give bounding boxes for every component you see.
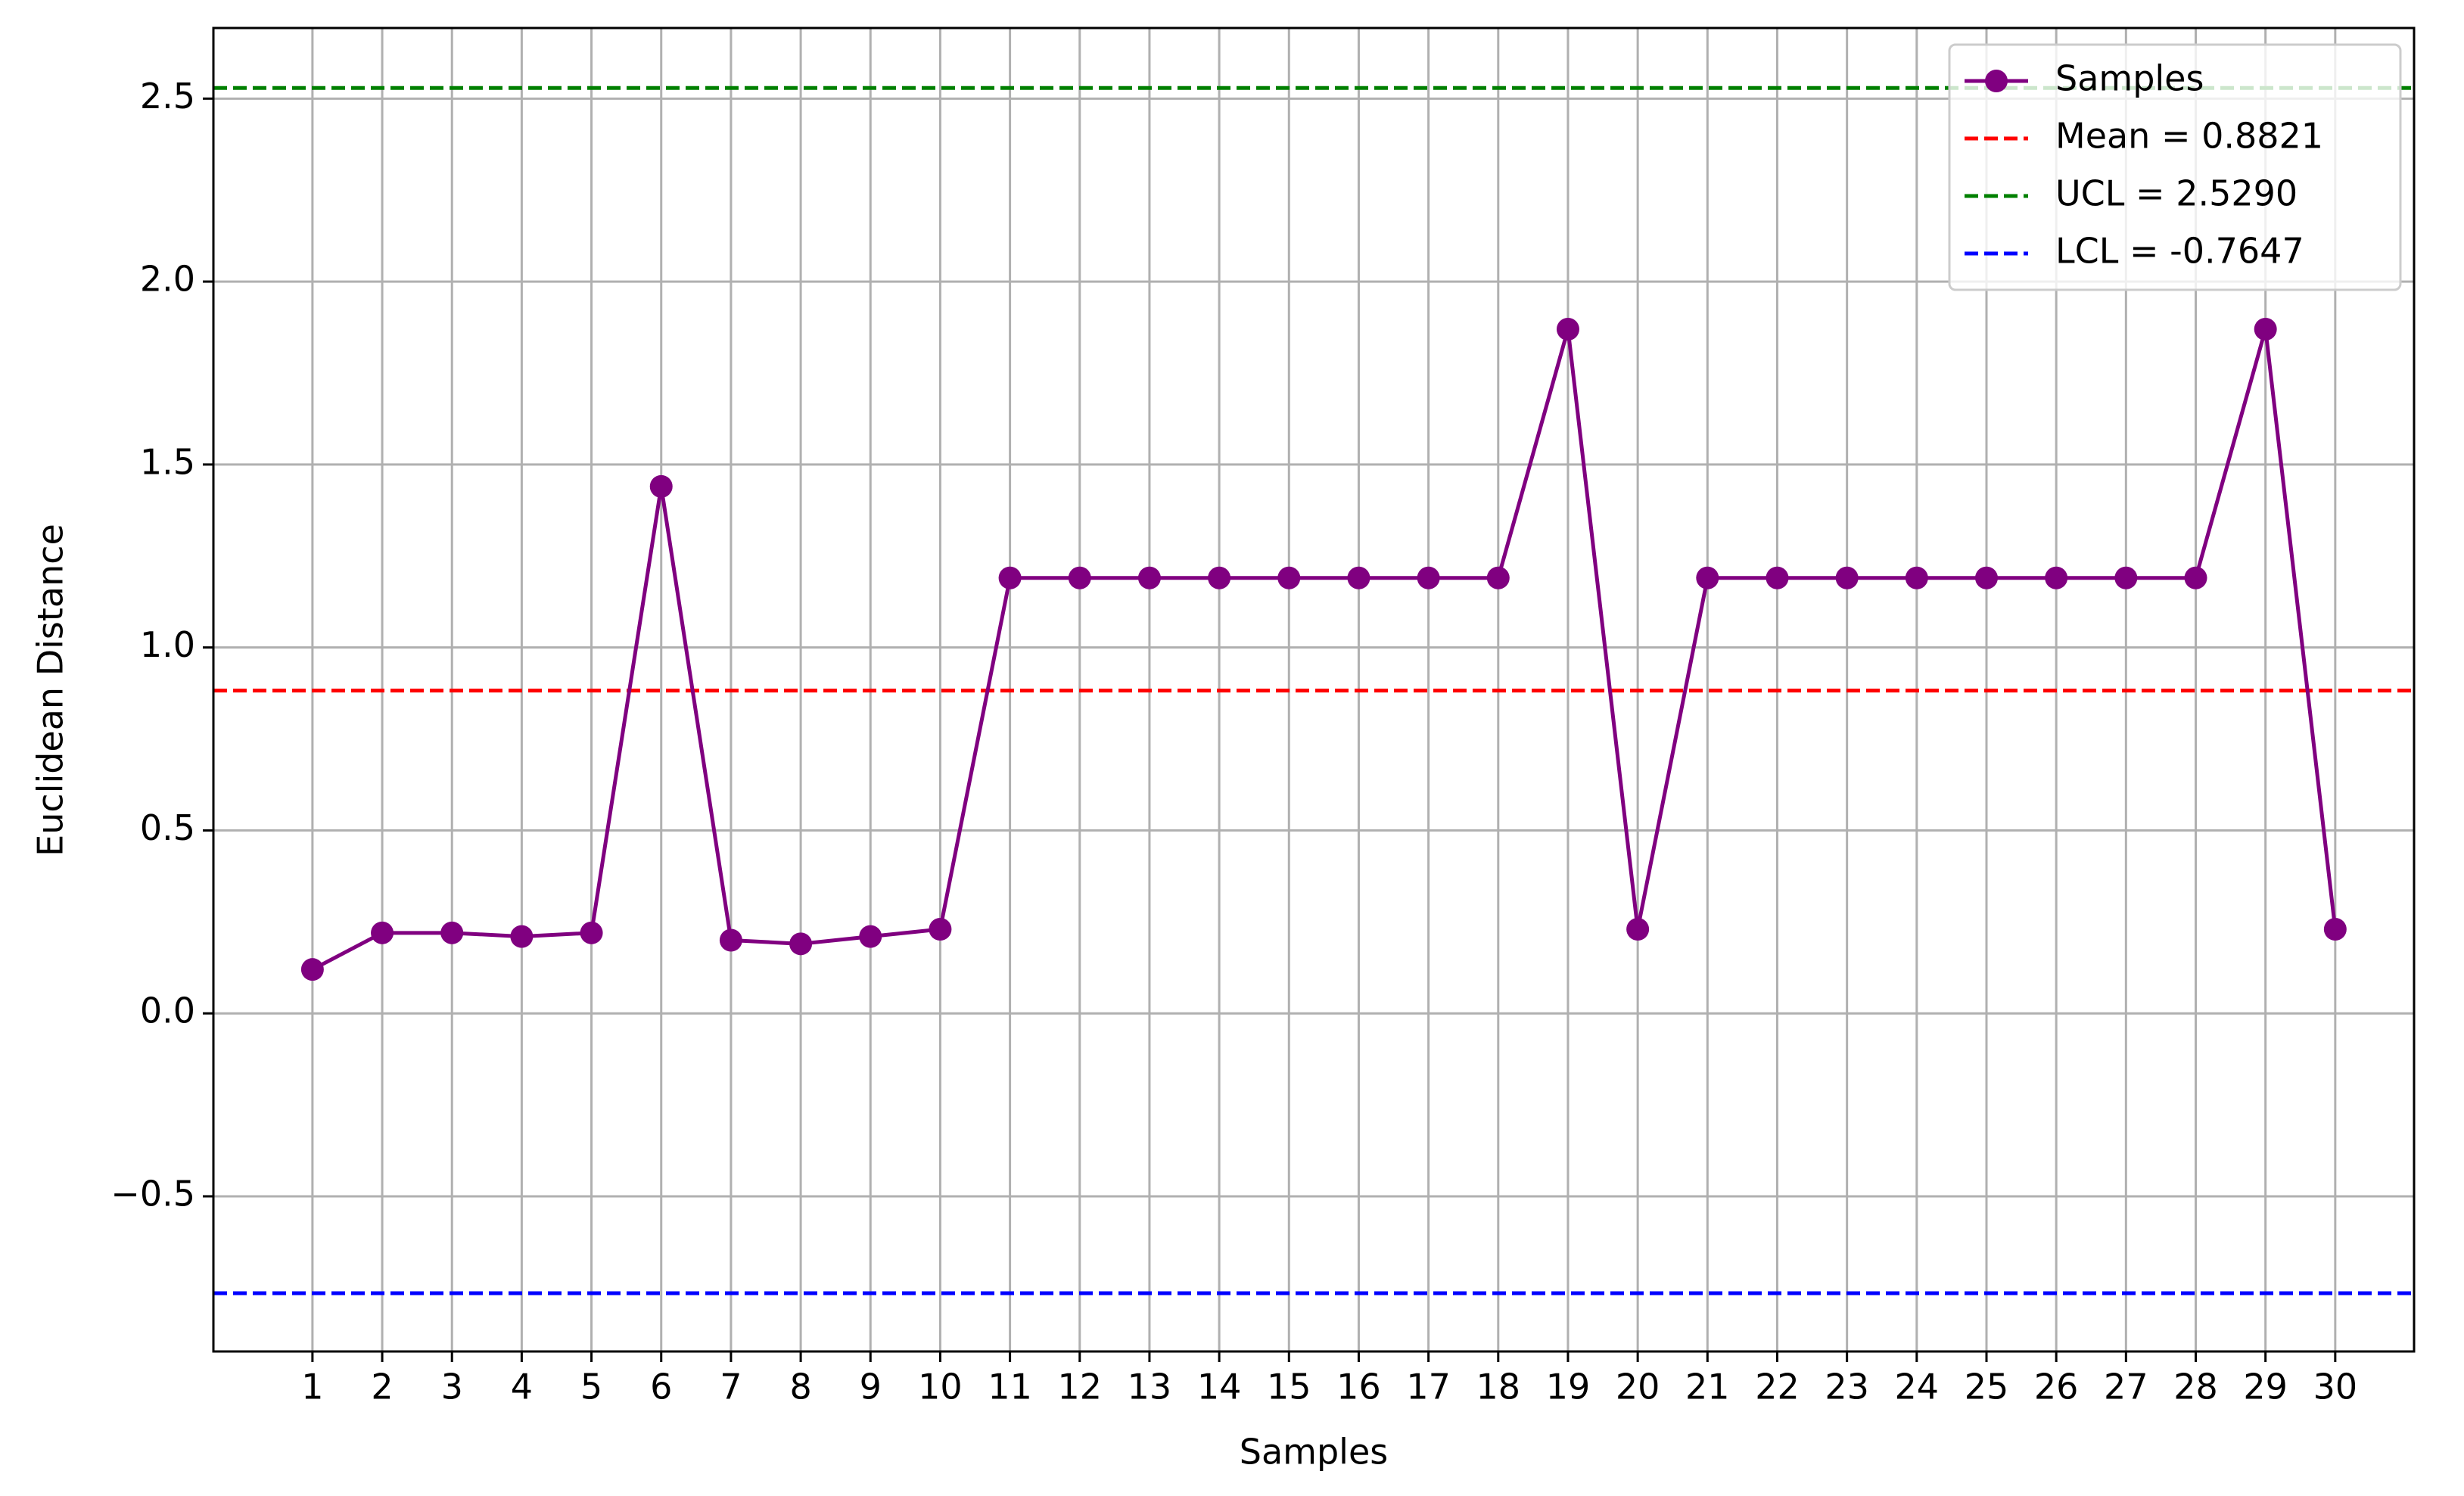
x-tick-label: 11 (988, 1367, 1032, 1407)
data-point (1974, 566, 1998, 589)
data-point (1766, 566, 1789, 589)
x-tick-label: 12 (1057, 1367, 1102, 1407)
y-tick-label: 0.5 (140, 807, 195, 848)
data-point (1556, 317, 1579, 341)
legend-marker (1985, 70, 2008, 92)
x-tick-label: 30 (2313, 1367, 2358, 1407)
x-tick-label: 29 (2243, 1367, 2288, 1407)
data-point (789, 932, 813, 956)
data-point (440, 921, 464, 944)
data-point (2323, 917, 2347, 941)
y-tick-label: 1.5 (140, 441, 195, 482)
data-point (719, 928, 742, 952)
data-point (2254, 317, 2277, 341)
x-tick-label: 24 (1895, 1367, 1940, 1407)
data-point (580, 921, 603, 944)
data-line (311, 327, 2338, 972)
data-point (300, 958, 324, 981)
data-point (649, 474, 673, 498)
x-tick-label: 22 (1755, 1367, 1800, 1407)
x-tick-label: 2 (371, 1367, 393, 1407)
x-tick-label: 7 (720, 1367, 742, 1407)
x-tick-label: 28 (2173, 1367, 2218, 1407)
x-tick-label: 16 (1336, 1367, 1381, 1407)
data-point (998, 566, 1022, 589)
x-tick-label: 5 (580, 1367, 602, 1407)
data-point (2184, 566, 2207, 589)
data-point (510, 925, 534, 948)
x-tick-label: 10 (918, 1367, 963, 1407)
legend-box (1948, 43, 2402, 291)
x-tick-label: 23 (1825, 1367, 1869, 1407)
legend-label: Samples (2055, 58, 2204, 99)
x-tick-label: 13 (1128, 1367, 1172, 1407)
x-tick-label: 15 (1267, 1367, 1311, 1407)
x-tick-label: 9 (860, 1367, 882, 1407)
data-point (371, 921, 394, 944)
x-tick-label: 19 (1546, 1367, 1591, 1407)
plot-frame (212, 26, 2416, 1353)
x-tick-label: 6 (650, 1367, 672, 1407)
x-tick-label: 3 (441, 1367, 463, 1407)
x-tick-label: 20 (1616, 1367, 1660, 1407)
data-point (1835, 566, 1859, 589)
y-tick-label: 1.0 (140, 624, 195, 665)
data-point (929, 917, 952, 941)
x-tick-label: 26 (2034, 1367, 2079, 1407)
data-point (1626, 917, 1650, 941)
legend-label: UCL = 2.5290 (2055, 173, 2298, 214)
data-point (2114, 566, 2138, 589)
x-tick-label: 18 (1476, 1367, 1521, 1407)
x-tick-label: 8 (789, 1367, 811, 1407)
x-tick-label: 14 (1197, 1367, 1242, 1407)
x-tick-label: 17 (1406, 1367, 1451, 1407)
legend-label: Mean = 0.8821 (2055, 116, 2323, 157)
data-point (1137, 566, 1161, 589)
data-point (1208, 566, 1231, 589)
data-point (1417, 566, 1440, 589)
data-point (1486, 566, 1510, 589)
data-point (1696, 566, 1719, 589)
data-point (1347, 566, 1370, 589)
data-point (1068, 566, 1091, 589)
x-tick-label: 25 (1965, 1367, 2009, 1407)
data-point (2045, 566, 2068, 589)
y-tick-label: 2.0 (140, 259, 195, 300)
y-tick-label: 0.0 (140, 991, 195, 1031)
x-tick-label: 21 (1685, 1367, 1730, 1407)
y-axis-label: Euclidean Distance (30, 524, 71, 857)
x-tick-label: 4 (511, 1367, 533, 1407)
data-point (859, 925, 882, 948)
data-point (1277, 566, 1301, 589)
x-tick-label: 27 (2104, 1367, 2148, 1407)
legend-label: LCL = -0.7647 (2055, 231, 2304, 272)
y-tick-label: −0.5 (110, 1173, 195, 1214)
data-point (1905, 566, 1928, 589)
x-axis-label: Samples (1240, 1432, 1388, 1473)
x-tick-label: 1 (301, 1367, 323, 1407)
y-tick-label: 2.5 (140, 76, 195, 117)
